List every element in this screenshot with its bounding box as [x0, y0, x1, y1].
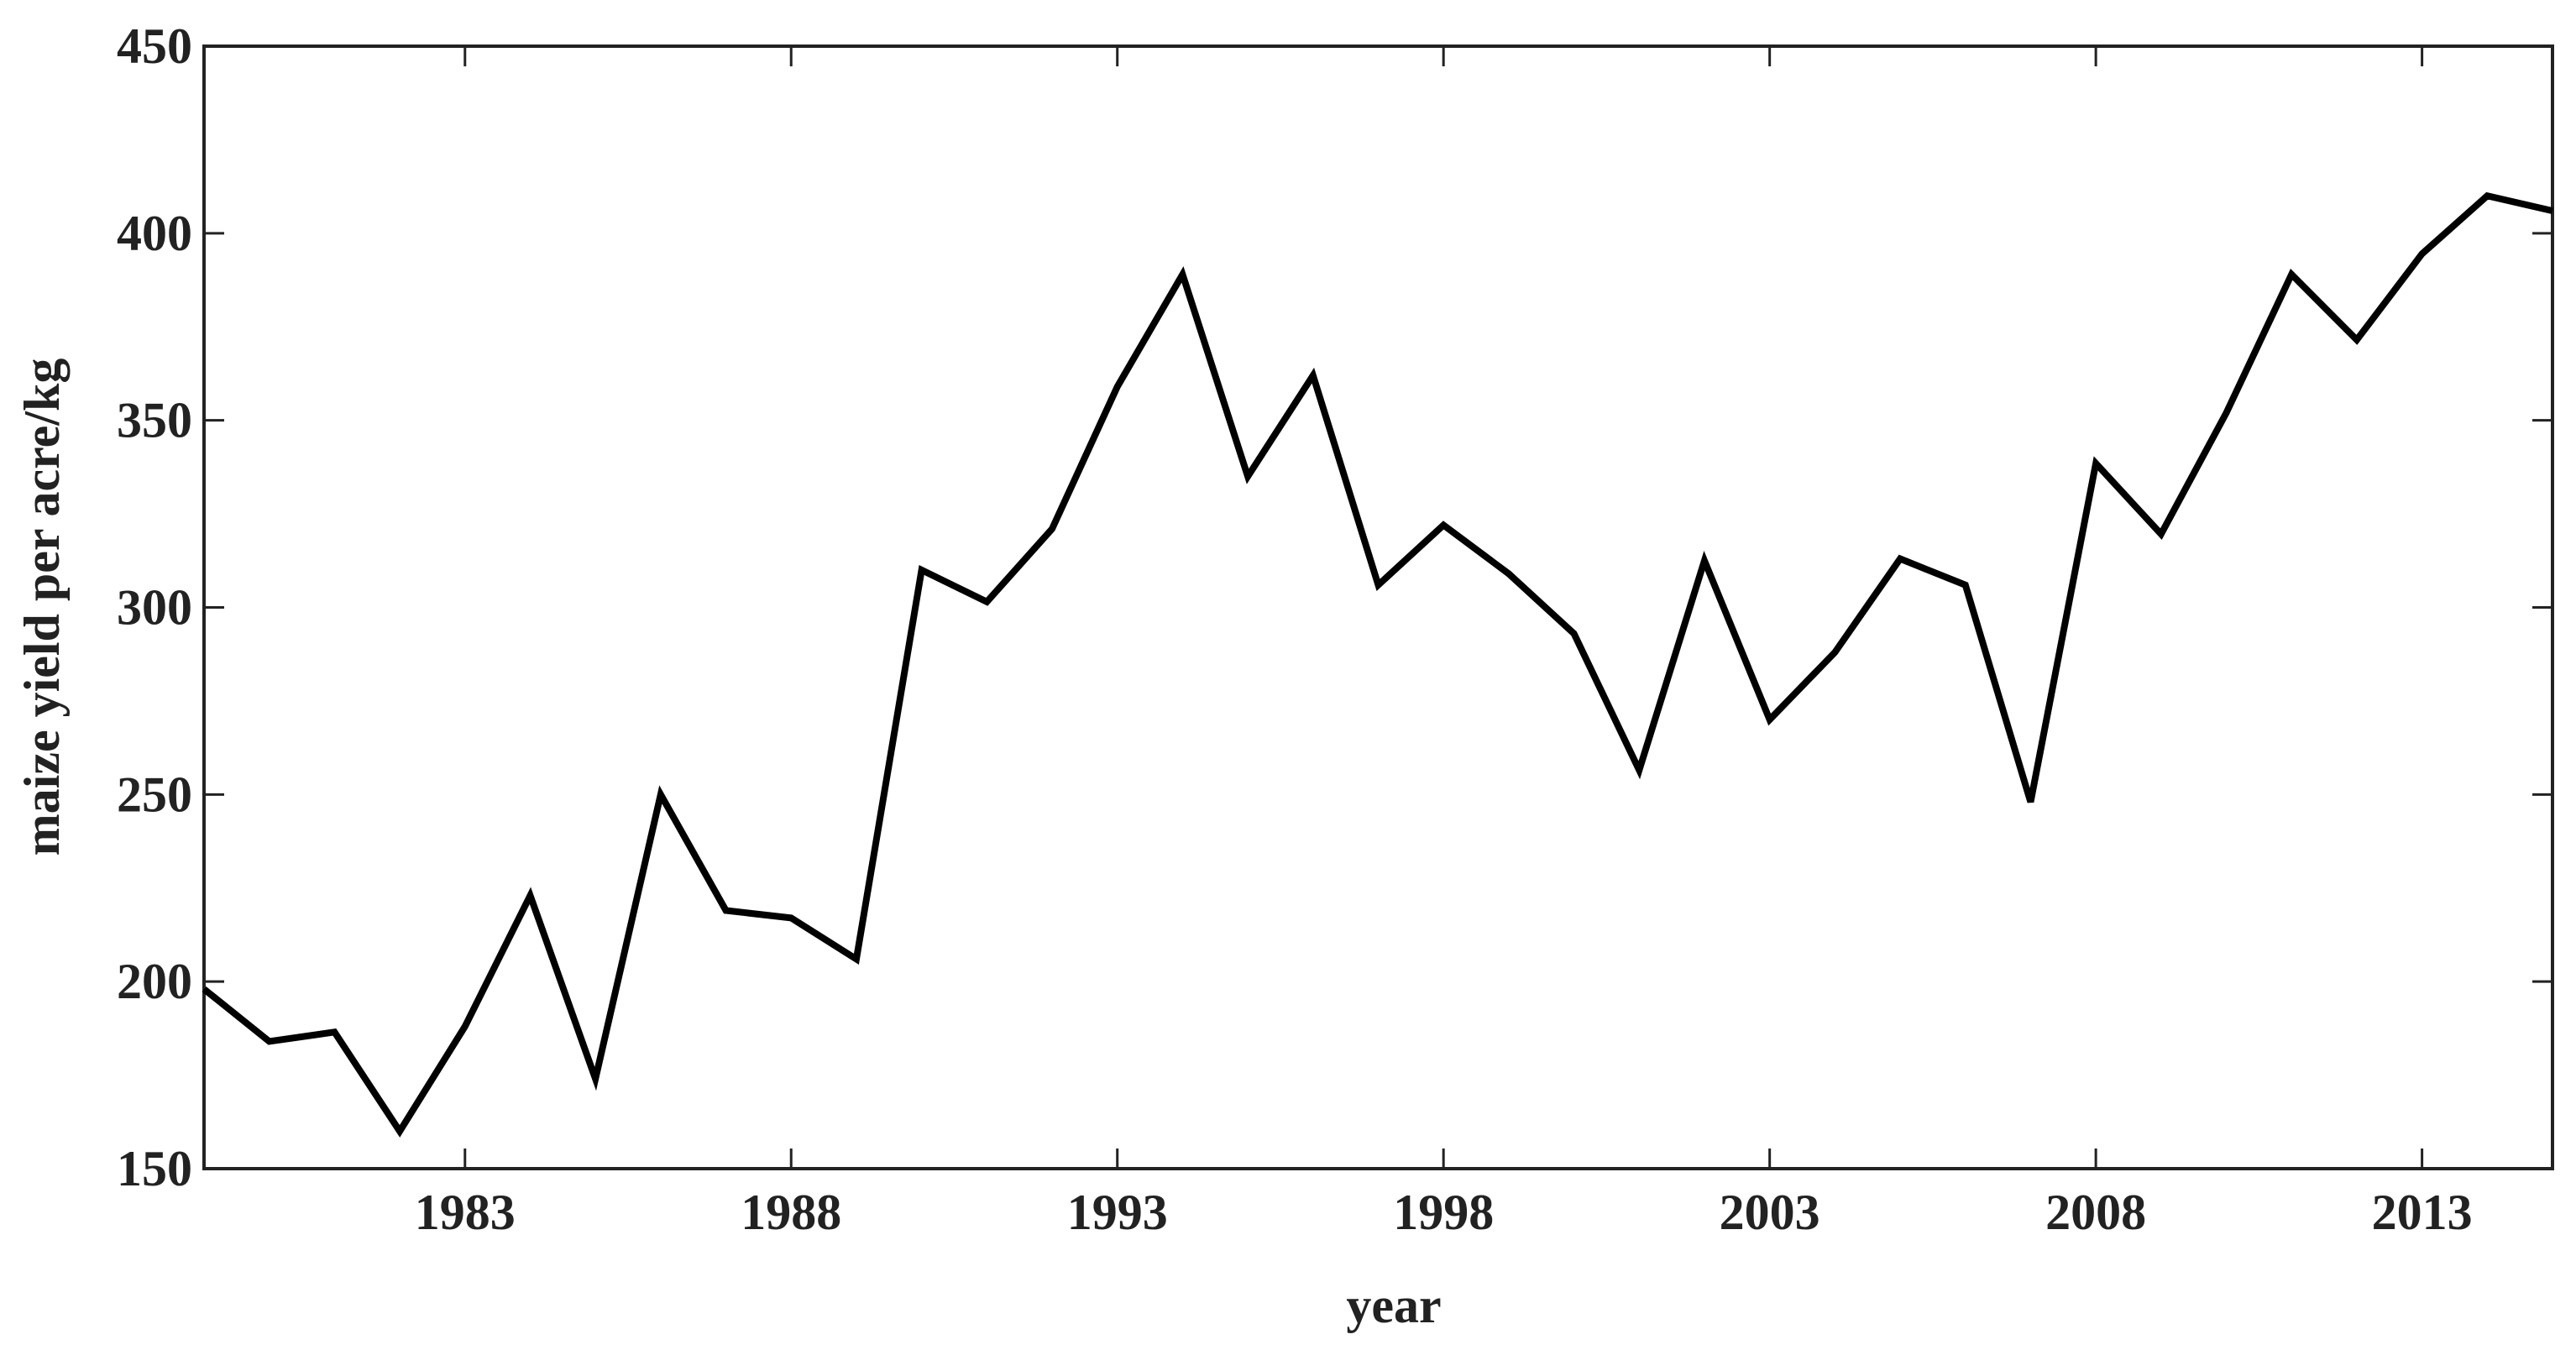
data-line	[202, 191, 2553, 1138]
y-tick-label: 350	[117, 393, 192, 448]
y-tick-label: 200	[117, 954, 192, 1009]
x-tick-label: 1983	[415, 1185, 516, 1240]
y-tick-label: 450	[117, 18, 192, 74]
y-tick-label: 300	[117, 580, 192, 636]
x-tick-label: 2008	[2045, 1185, 2146, 1240]
y-tick-label: 400	[117, 206, 192, 261]
x-tick-label: 1988	[741, 1185, 841, 1240]
x-tick-label: 2003	[1720, 1185, 1820, 1240]
x-axis-label: year	[1346, 1278, 1441, 1333]
x-tick-label: 1993	[1067, 1185, 1168, 1240]
y-tick-label: 250	[117, 767, 192, 822]
y-tick-label: 150	[117, 1141, 192, 1196]
y-axis-label: maize yield per acre/kg	[14, 358, 70, 856]
x-tick-label: 1998	[1393, 1185, 1494, 1240]
x-tick-label: 2013	[2372, 1185, 2473, 1240]
plot-frame	[202, 44, 2554, 1170]
